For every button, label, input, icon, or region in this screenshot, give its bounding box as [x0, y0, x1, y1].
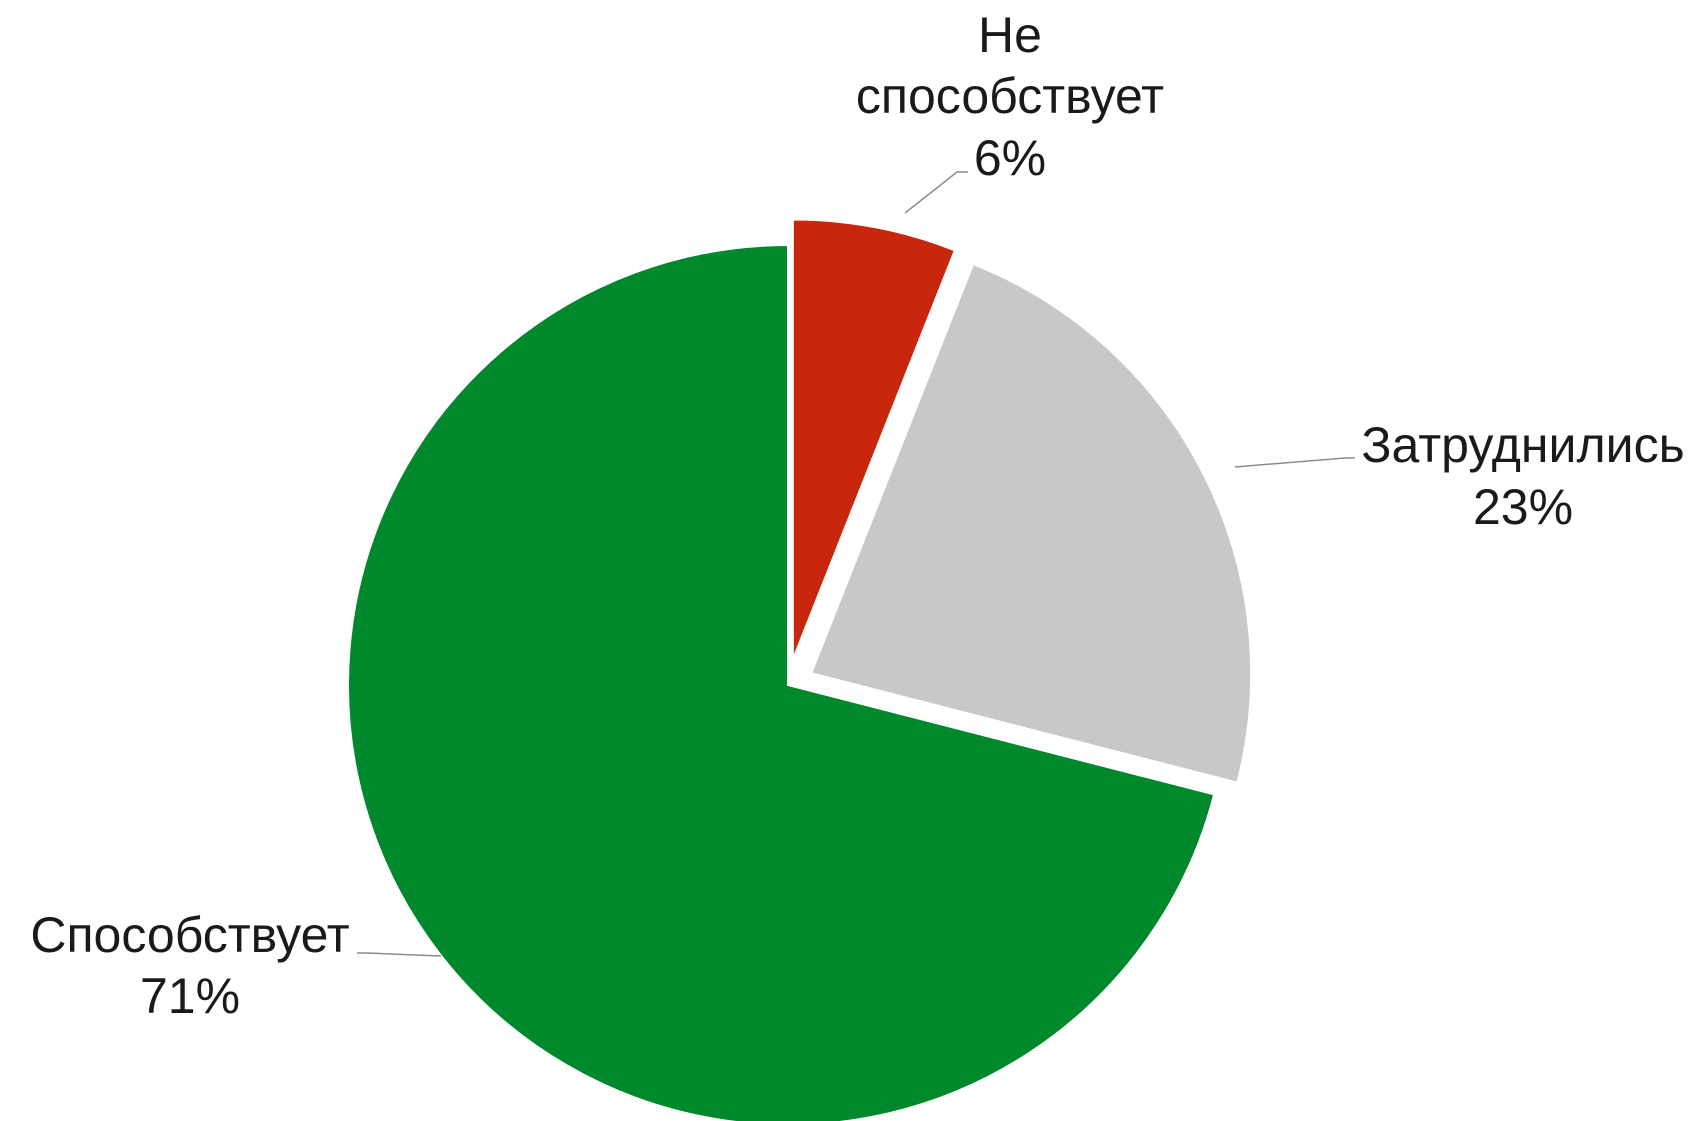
pie-slice-1 — [809, 262, 1253, 784]
slice-percent-label: 6% — [974, 130, 1046, 186]
label-sposobstvuet: Способствует 71% — [30, 907, 349, 1024]
slice-name-line-1: Не — [978, 7, 1042, 63]
pie-slices — [347, 218, 1253, 1121]
slice-name-line-2: способствует — [856, 68, 1164, 124]
slice-name-line-1: Затруднились — [1361, 417, 1684, 473]
leader-lines — [357, 171, 1355, 957]
leader-line-ne-sposobstvuet — [904, 171, 968, 214]
pie-slice-0 — [791, 218, 957, 660]
leader-line-zatrudnilis — [1234, 457, 1355, 468]
label-zatrudnilis: Затруднились 23% — [1361, 417, 1684, 535]
leader-line-sposobstvuet — [357, 952, 442, 957]
slice-percent-label: 23% — [1473, 479, 1573, 535]
slice-name-line-1: Способствует — [30, 907, 349, 963]
pie-slice-2 — [347, 243, 1216, 1121]
slice-percent-label: 71% — [140, 968, 240, 1024]
label-ne-sposobstvuet: Не способствует 6% — [856, 7, 1164, 186]
